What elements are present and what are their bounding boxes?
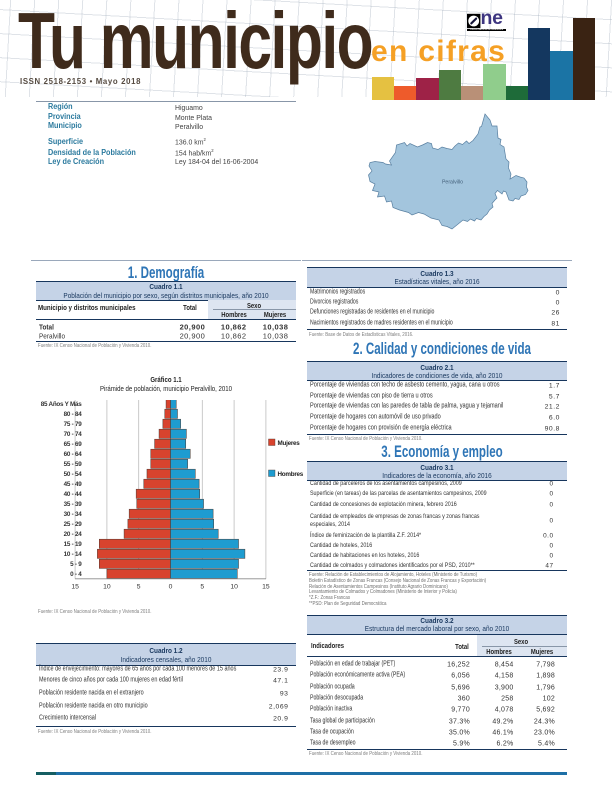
svg-text:30 - 34: 30 - 34 (64, 511, 83, 518)
svg-text:20 - 24: 20 - 24 (64, 531, 83, 538)
svg-text:15: 15 (262, 583, 270, 590)
svg-text:70 - 74: 70 - 74 (64, 431, 83, 438)
svg-text:40 - 44: 40 - 44 (64, 491, 83, 498)
svg-text:55 - 59: 55 - 59 (64, 461, 83, 468)
svg-text:10: 10 (230, 583, 238, 590)
svg-text:5: 5 (200, 583, 204, 590)
svg-text:50 - 54: 50 - 54 (64, 471, 83, 478)
svg-text:15: 15 (71, 583, 79, 590)
svg-text:85 Años Y Más: 85 Años Y Más (41, 401, 82, 408)
svg-text:0 - 4: 0 - 4 (70, 571, 82, 578)
svg-text:15 - 19: 15 - 19 (64, 541, 83, 548)
svg-text:5 - 9: 5 - 9 (70, 561, 82, 568)
svg-text:0: 0 (169, 583, 173, 590)
svg-text:35 - 39: 35 - 39 (64, 501, 83, 508)
svg-text:75 - 79: 75 - 79 (64, 421, 83, 428)
svg-text:Peralvillo: Peralvillo (442, 180, 463, 186)
svg-text:45 - 49: 45 - 49 (64, 481, 83, 488)
svg-text:10: 10 (103, 583, 111, 590)
svg-text:5: 5 (137, 583, 141, 590)
svg-text:Mujeres: Mujeres (278, 440, 301, 447)
svg-text:Hombres: Hombres (278, 471, 304, 478)
svg-text:25 - 29: 25 - 29 (64, 521, 83, 528)
svg-text:65 - 69: 65 - 69 (64, 441, 83, 448)
svg-text:80 - 84: 80 - 84 (64, 411, 83, 418)
svg-text:10 - 14: 10 - 14 (64, 551, 83, 558)
svg-text:60 - 64: 60 - 64 (64, 451, 83, 458)
